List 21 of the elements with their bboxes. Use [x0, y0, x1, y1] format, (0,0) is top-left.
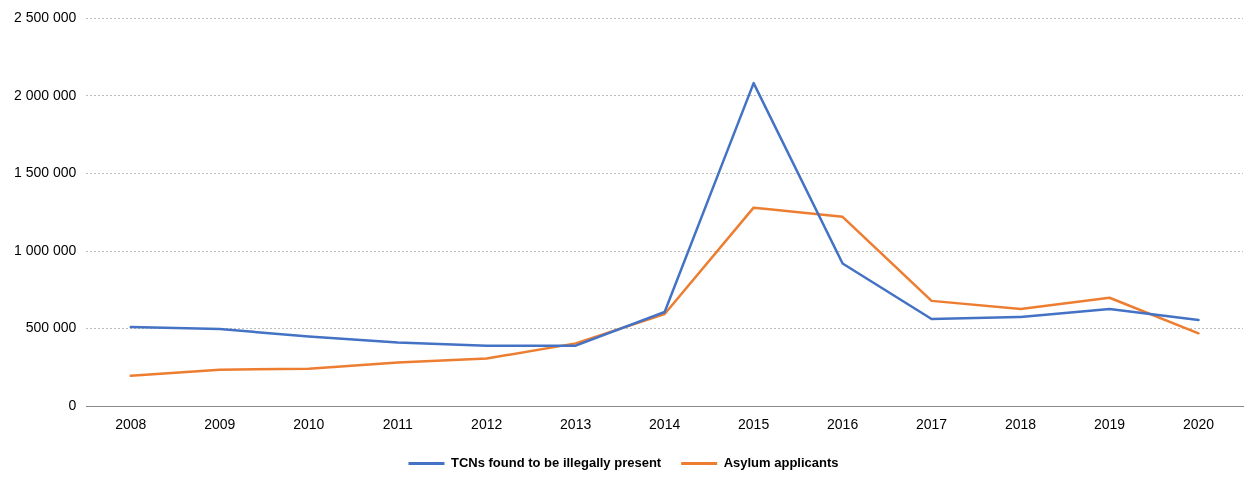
- x-tick-label: 2020: [1182, 416, 1215, 433]
- x-tick-label: 2016: [827, 416, 859, 433]
- x-tick-label: 2010: [293, 416, 325, 433]
- x-tick-label: 2009: [204, 416, 236, 433]
- y-tick-label: 0: [68, 397, 77, 414]
- x-tick-label: 2008: [115, 416, 147, 433]
- y-tick-label: 2 000 000: [13, 86, 77, 103]
- y-tick-label: 1 500 000: [13, 164, 77, 181]
- legend-label: TCNs found to be illegally present: [450, 455, 662, 471]
- x-tick-label: 2017: [916, 416, 948, 433]
- x-tick-label: 2013: [560, 416, 592, 433]
- y-tick-label: 2 500 000: [13, 9, 77, 26]
- x-tick-label: 2018: [1004, 416, 1037, 433]
- x-tick-label: 2014: [649, 416, 681, 433]
- x-tick-label: 2015: [738, 416, 770, 433]
- x-tick-label: 2019: [1093, 416, 1126, 433]
- x-tick-label: 2012: [471, 416, 503, 433]
- legend-label: Asylum applicants: [723, 455, 839, 471]
- y-tick-label: 1 000 000: [13, 241, 77, 258]
- y-tick-label: 500 000: [25, 319, 77, 336]
- x-tick-label: 2011: [382, 416, 413, 433]
